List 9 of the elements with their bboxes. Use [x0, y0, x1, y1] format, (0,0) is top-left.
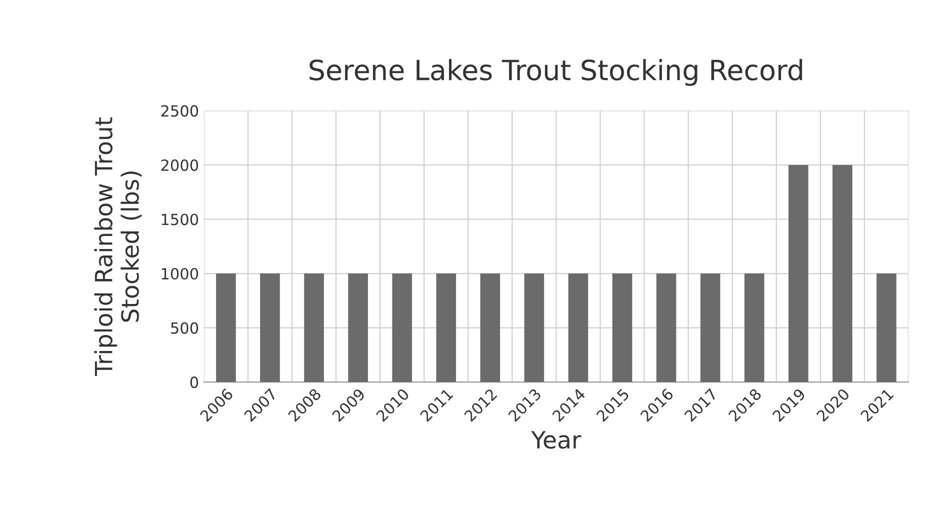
y-tick-label: 2500 [161, 105, 198, 117]
x-axis-title: Year [531, 431, 582, 449]
y-tick-label: 2000 [161, 159, 198, 171]
y-tick-label: 1000 [162, 268, 198, 280]
chart-title: Serene Lakes Trout Stocking Record [310, 59, 802, 86]
y-axis-title: Triploid Rainbow Trout Stocked (lbs) [94, 117, 142, 376]
y-tick-label: 500 [171, 322, 198, 334]
y-tick-label: 1500 [162, 214, 198, 226]
y-tick-label: 0 [190, 376, 198, 388]
